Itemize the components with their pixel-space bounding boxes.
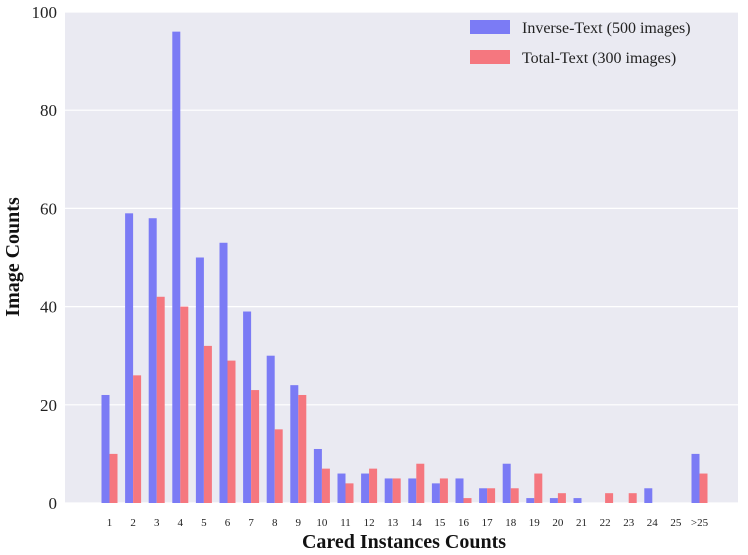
bar-inverse-text-gt25 (691, 453, 700, 503)
x-tick-label: 25 (670, 517, 682, 529)
bar-total-text-17 (487, 488, 496, 503)
x-tick-label: 23 (623, 517, 635, 529)
bar-total-text-9 (298, 394, 307, 503)
y-tick-label: 0 (49, 494, 58, 513)
bar-total-text-10 (321, 468, 330, 503)
x-tick-label: 19 (529, 517, 541, 529)
legend: Inverse-Text (500 images) Total-Text (30… (470, 20, 691, 67)
bar-inverse-text-18 (502, 463, 511, 503)
y-axis-title: Image Counts (2, 197, 24, 317)
y-tick-labels: 0 20 40 60 80 100 (32, 3, 58, 513)
bar-inverse-text-14 (408, 478, 417, 503)
bar-inverse-text-8 (266, 355, 275, 503)
x-tick-label: 17 (482, 517, 494, 529)
legend-swatch-inverse-text (470, 20, 510, 34)
bar-total-text-14 (416, 463, 425, 503)
x-tick-label: 3 (154, 517, 160, 529)
bar-inverse-text-3 (148, 218, 157, 503)
legend-label-inverse-text: Inverse-Text (500 images) (522, 20, 691, 37)
legend-label-total-text: Total-Text (300 images) (522, 50, 676, 67)
bar-total-text-6 (227, 360, 236, 503)
bar-inverse-text-12 (361, 473, 370, 503)
bar-inverse-text-20 (549, 498, 558, 503)
bar-inverse-text-17 (479, 488, 488, 503)
x-tick-label: 4 (178, 517, 184, 529)
x-tick-label: 5 (201, 517, 207, 529)
bar-total-text-5 (203, 345, 212, 503)
x-tick-label: 24 (647, 517, 659, 529)
bar-inverse-text-10 (313, 448, 322, 503)
x-tick-label: 6 (225, 517, 231, 529)
x-tick-label: 7 (248, 517, 254, 529)
bar-inverse-text-2 (125, 213, 134, 503)
x-tick-labels: 1 2 3 4 5 6 7 8 9 10 11 12 13 14 15 16 17 18 19 20 21 22 23 24 2… (107, 517, 709, 529)
legend-swatch-total-text (470, 50, 510, 64)
bar-total-text-4 (180, 306, 189, 503)
x-tick-label: 1 (107, 517, 113, 529)
x-tick-label: 13 (387, 517, 399, 529)
x-tick-label: 15 (434, 517, 446, 529)
x-axis-title: Cared Instances Counts (302, 531, 506, 553)
bar-inverse-text-13 (384, 478, 393, 503)
bar-total-text-13 (392, 478, 401, 503)
x-tick-label: >25 (691, 517, 709, 529)
x-tick-label: 14 (411, 517, 423, 529)
bar-inverse-text-15 (431, 483, 440, 503)
bar-total-text-18 (510, 488, 519, 503)
bar-total-text-12 (369, 468, 378, 503)
bar-total-text-2 (133, 375, 142, 503)
x-tick-label: 22 (600, 517, 611, 529)
y-tick-label: 20 (40, 396, 57, 415)
bar-inverse-text-6 (219, 242, 228, 503)
bar-total-text-22 (605, 493, 614, 503)
x-tick-label: 10 (316, 517, 328, 529)
bar-inverse-text-1 (101, 394, 110, 503)
bar-inverse-text-9 (290, 385, 299, 503)
bar-total-text-11 (345, 483, 354, 503)
bar-inverse-text-19 (526, 498, 535, 503)
bars-group (101, 31, 708, 503)
y-tick-label: 60 (40, 199, 57, 218)
y-tick-label: 100 (32, 3, 58, 22)
bar-total-text-23 (628, 493, 637, 503)
x-tick-label: 2 (130, 517, 136, 529)
bar-total-text-20 (557, 493, 566, 503)
bar-total-text-gt25 (699, 473, 708, 503)
x-tick-label: 18 (505, 517, 517, 529)
y-tick-label: 40 (40, 298, 57, 317)
bar-total-text-3 (156, 296, 165, 503)
bar-inverse-text-7 (243, 311, 252, 503)
bar-inverse-text-11 (337, 473, 346, 503)
x-tick-label: 8 (272, 517, 278, 529)
bar-inverse-text-4 (172, 31, 181, 503)
x-tick-label: 11 (340, 517, 351, 529)
bar-total-text-7 (251, 390, 260, 503)
x-tick-label: 21 (576, 517, 587, 529)
y-tick-label: 80 (40, 101, 57, 120)
bar-total-text-16 (463, 498, 472, 503)
x-tick-label: 9 (296, 517, 302, 529)
plot-background (65, 12, 738, 503)
bar-inverse-text-24 (644, 488, 653, 503)
bar-total-text-8 (274, 429, 283, 503)
bar-total-text-19 (534, 473, 543, 503)
x-tick-label: 16 (458, 517, 470, 529)
bar-total-text-15 (439, 478, 448, 503)
x-tick-label: 20 (552, 517, 564, 529)
bar-inverse-text-16 (455, 478, 464, 503)
bar-inverse-text-5 (195, 257, 204, 503)
x-tick-label: 12 (364, 517, 375, 529)
bar-total-text-1 (109, 453, 118, 503)
bar-inverse-text-21 (573, 498, 582, 503)
